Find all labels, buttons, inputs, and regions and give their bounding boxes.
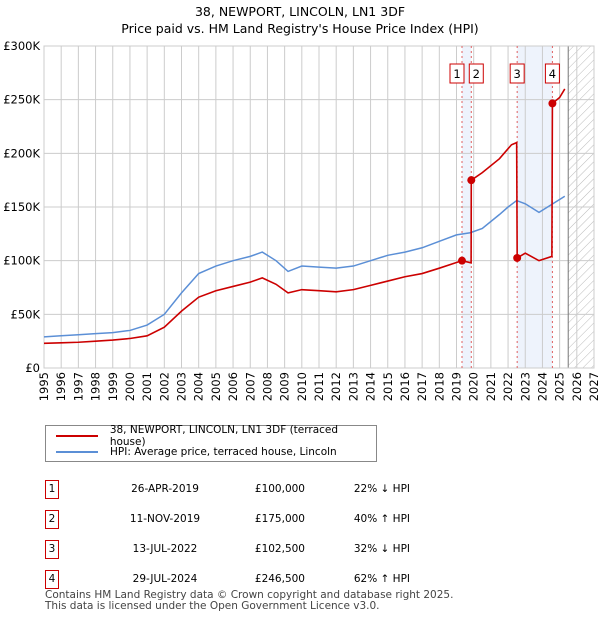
title-line-1: 38, NEWPORT, LINCOLN, LN1 3DF — [194, 4, 406, 19]
sale-hpi-diff: 32% ↓ HPI — [353, 543, 410, 555]
legend-swatch-red — [56, 435, 98, 437]
sale-point — [467, 176, 476, 185]
sale-marker: 3 — [45, 539, 59, 559]
x-tick-label: 2003 — [175, 372, 189, 401]
legend-swatch-blue — [56, 451, 98, 453]
sale-marker: 2 — [45, 509, 59, 529]
x-tick-label: 1995 — [37, 372, 51, 401]
sale-hpi-diff: 40% ↑ HPI — [353, 513, 410, 525]
sale-hpi-diff: 22% ↓ HPI — [353, 483, 410, 495]
sale-date: 11-NOV-2019 — [129, 513, 201, 525]
legend-item-property: 38, NEWPORT, LINCOLN, LN1 3DF (terraced … — [56, 424, 376, 448]
x-tick-label: 2000 — [123, 372, 137, 401]
sale-marker-box — [449, 63, 465, 84]
x-tick-label: 1998 — [89, 372, 103, 401]
sale-price: £100,000 — [254, 483, 305, 495]
x-tick-label: 2017 — [415, 372, 429, 401]
sale-marker-label: 4 — [549, 67, 556, 81]
sale-row: 3 13-JUL-2022 £102,500 32% ↓ HPI — [45, 534, 410, 564]
x-tick-label: 2021 — [484, 372, 498, 401]
y-tick-label: £100K — [3, 254, 40, 268]
sale-hpi-diff: 62% ↑ HPI — [353, 573, 410, 585]
x-tick-label: 2018 — [432, 372, 446, 401]
legend-label-hpi: HPI: Average price, terraced house, Linc… — [110, 446, 337, 458]
footer-line-2: This data is licensed under the Open Gov… — [45, 600, 380, 612]
sale-point — [458, 256, 466, 265]
legend-label-property: 38, NEWPORT, LINCOLN, LN1 3DF (terraced … — [109, 424, 339, 448]
x-tick-label: 2020 — [467, 372, 481, 401]
legend-item-hpi: HPI: Average price, terraced house, Linc… — [56, 444, 337, 460]
y-tick-label: £200K — [3, 146, 40, 160]
y-tick-label: £150K — [3, 200, 40, 214]
sale-point — [548, 99, 557, 108]
x-tick-label: 2002 — [157, 372, 171, 401]
sale-row: 2 11-NOV-2019 £175,000 40% ↑ HPI — [45, 504, 410, 534]
sale-marker-label: 3 — [514, 67, 521, 81]
x-tick-label: 2019 — [450, 372, 464, 401]
x-tick-label: 2015 — [381, 372, 395, 401]
sale-marker: 1 — [45, 479, 59, 499]
title-line-2: Price paid vs. HM Land Registry's House … — [121, 21, 479, 36]
x-tick-label: 1996 — [54, 372, 68, 401]
x-tick-label: 2022 — [501, 372, 515, 401]
y-tick-label: £250K — [3, 93, 40, 107]
sale-price: £246,500 — [254, 573, 305, 585]
sale-price: £175,000 — [254, 513, 305, 525]
sale-date: 13-JUL-2022 — [132, 543, 198, 555]
x-tick-label: 2011 — [312, 372, 326, 401]
sale-marker-box — [509, 63, 525, 84]
x-tick-label: 2025 — [553, 372, 567, 401]
x-tick-label: 2009 — [278, 372, 292, 401]
x-tick-label: 2027 — [587, 372, 600, 401]
x-tick-label: 2008 — [260, 372, 274, 401]
sale-date: 29-JUL-2024 — [132, 573, 198, 585]
x-tick-label: 2010 — [295, 372, 309, 401]
property-price-line — [43, 88, 566, 345]
sale-point — [513, 253, 522, 262]
x-tick-label: 2026 — [570, 372, 584, 401]
x-tick-label: 2014 — [364, 372, 378, 401]
x-tick-label: 2023 — [518, 372, 532, 401]
sale-price: £102,500 — [254, 543, 305, 555]
sale-marker-box — [468, 63, 484, 84]
x-tick-label: 2004 — [192, 372, 206, 401]
x-tick-label: 2005 — [209, 372, 223, 401]
sale-row: 1 26-APR-2019 £100,000 22% ↓ HPI — [45, 474, 410, 504]
y-tick-label: £0 — [25, 361, 40, 375]
hpi-line — [43, 195, 566, 338]
sales-table: 1 26-APR-2019 £100,000 22% ↓ HPI 2 11-NOV… — [45, 474, 410, 594]
x-tick-label: 2013 — [346, 372, 360, 401]
sale-date: 26-APR-2019 — [131, 483, 199, 495]
sale-marker-box — [544, 63, 560, 84]
footer-line-1: Contains HM Land Registry data © Crown c… — [45, 589, 454, 601]
x-tick-label: 1997 — [71, 372, 85, 401]
x-tick-label: 2012 — [329, 372, 343, 401]
x-tick-label: 2024 — [535, 372, 549, 401]
price-chart: 1995 1996 1997 1998 1999 2000 2001 2002 2003 2004… — [3, 39, 600, 401]
sale-marker-label: 2 — [473, 67, 480, 81]
legend: 38, NEWPORT, LINCOLN, LN1 3DF (terraced … — [45, 424, 377, 462]
sale-row: 4 29-JUL-2024 £246,500 62% ↑ HPI — [45, 564, 410, 594]
y-tick-label: £300K — [3, 39, 40, 53]
chart-title: 38, NEWPORT, LINCOLN, LN1 3DF Price paid… — [0, 3, 600, 37]
sale-marker: 4 — [45, 569, 59, 589]
x-tick-label: 2001 — [140, 372, 154, 401]
x-tick-label: 1999 — [106, 372, 120, 401]
x-tick-label: 2006 — [226, 372, 240, 401]
x-tick-label: 2016 — [398, 372, 412, 401]
sale-marker-label: 1 — [453, 67, 460, 81]
x-tick-label: 2007 — [243, 372, 257, 401]
footer: Contains HM Land Registry data © Crown c… — [45, 590, 453, 612]
plot-frame — [43, 45, 595, 369]
y-tick-label: £50K — [11, 307, 41, 321]
